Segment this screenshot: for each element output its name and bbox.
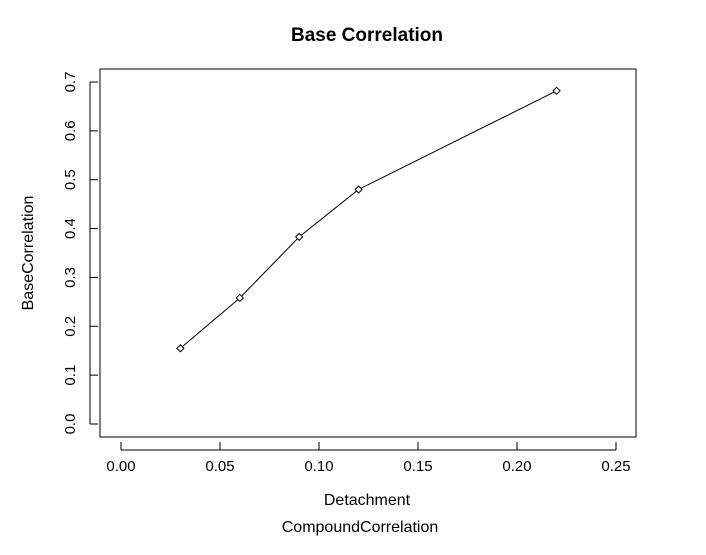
y-tick-label: 0.2 [62, 316, 79, 337]
x-axis-label: Detachment [324, 492, 411, 509]
series-layer [176, 86, 561, 353]
y-tick-label: 0.4 [62, 218, 79, 239]
y-tick-label: 0.6 [62, 120, 79, 141]
plot-area-frame [99, 68, 637, 438]
data-point [294, 232, 304, 242]
y-tick-label: 0.5 [62, 169, 79, 190]
y-tick-label: 0.1 [62, 365, 79, 386]
y-tick-label: 0.0 [62, 414, 79, 435]
data-point [235, 293, 245, 303]
x-tick-label: 0.25 [601, 458, 630, 475]
data-point [552, 86, 561, 96]
data-point [354, 185, 363, 194]
x-tick-label: 0.15 [403, 458, 432, 475]
x-axis: 0.00 0.05 0.10 0.15 0.20 0.25 [106, 442, 631, 475]
y-axis-label: BaseCorrelation [20, 196, 37, 311]
chart-caption: CompoundCorrelation [282, 519, 439, 536]
y-tick-label: 0.7 [62, 72, 79, 93]
data-point [176, 344, 185, 353]
series-line [180, 90, 557, 349]
y-axis: 0.0 0.1 0.2 0.3 0.4 0.5 0.6 0.7 [62, 72, 98, 435]
chart-title: Base Correlation [291, 25, 443, 46]
x-tick-label: 0.20 [502, 458, 531, 475]
x-tick-label: 0.10 [304, 458, 333, 475]
y-tick-label: 0.3 [62, 267, 79, 288]
x-tick-label: 0.00 [106, 458, 135, 475]
x-tick-label: 0.05 [205, 458, 234, 475]
